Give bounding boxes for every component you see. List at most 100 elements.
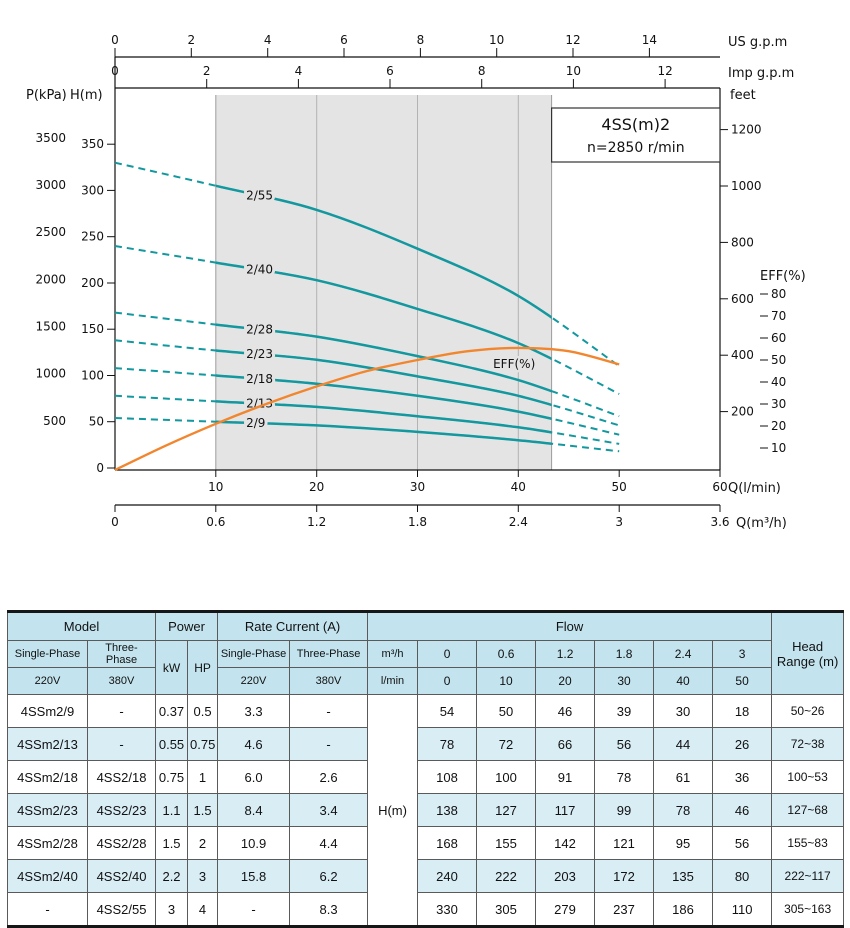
th-flow-m3h-1: 0.6: [476, 640, 537, 668]
tick-label: 3500: [35, 131, 66, 145]
tick-label: 8: [478, 64, 486, 78]
tick-label: 8: [417, 33, 425, 47]
header-row-1: Model Power Rate Current (A) Flow Head R…: [6, 611, 845, 695]
cell-model-single: 4SSm2/13: [7, 727, 88, 761]
cell-model-single: 4SSm2/23: [7, 793, 88, 827]
tick-label: 3.6: [710, 515, 729, 529]
th-flow-m3h-4: 2.4: [653, 640, 714, 668]
cell-head-3: 56: [594, 727, 655, 761]
chart-subtitle: n=2850 r/min: [587, 140, 685, 156]
cell-head-1: 100: [476, 760, 537, 794]
th-rate-current: Rate Current (A): [217, 611, 369, 641]
th-flow-lmin-1: 10: [476, 667, 537, 695]
th-single-phase-model: Single-Phase: [7, 640, 88, 668]
pressure-axis-label: P(kPa): [26, 88, 67, 103]
cell-head-range: 155~83: [771, 826, 845, 860]
cell-model-single: 4SSm2/9: [7, 694, 88, 728]
tick-label: 50: [612, 480, 627, 494]
feet-axis-label: feet: [730, 88, 756, 103]
tick-label: 10: [566, 64, 581, 78]
curve-2/28: [215, 323, 552, 393]
tick-label: 1200: [731, 123, 762, 137]
cell-head-5: 80: [712, 859, 773, 893]
spec-row-5: 4SSm2/28 4SS2/28 1.5 2 10.9 4.4 168 155 142 121 95…: [7, 826, 845, 860]
tick-label: 200: [81, 276, 104, 290]
tick-label: 2500: [35, 225, 66, 239]
tick-label: 1000: [731, 179, 762, 193]
eff-axis-label: EFF(%): [760, 269, 806, 284]
eff-curve-label: EFF(%): [493, 357, 535, 371]
cell-head-4: 95: [653, 826, 714, 860]
cell-model-three: 4SS2/55: [86, 892, 157, 927]
cell-hp: 0.5: [187, 694, 219, 728]
cell-hp: 1.5: [187, 793, 219, 827]
tick-label: 6: [340, 33, 348, 47]
tick-label: 30: [410, 480, 425, 494]
cell-hm-label: H(m): [367, 694, 419, 927]
cell-head-4: 78: [653, 793, 714, 827]
cell-head-1: 50: [476, 694, 537, 728]
tick-label: 40: [771, 375, 786, 389]
cell-head-3: 121: [594, 826, 655, 860]
th-flow-m3h-5: 3: [712, 640, 773, 668]
cell-kw: 0.55: [155, 727, 189, 761]
cell-head-range: 72~38: [771, 727, 845, 761]
cell-head-range: 100~53: [771, 760, 845, 794]
spec-row-2: 4SSm2/13-0.55 0.75 4.6-78 72 66 56 44 26 72~38: [7, 727, 845, 761]
tick-label: 10: [208, 480, 223, 494]
curve-2/18: [215, 374, 552, 420]
tick-label: 150: [81, 322, 104, 336]
th-kw: kW: [155, 640, 189, 695]
tick-label: 0: [111, 515, 119, 529]
cell-model-three: 4SS2/28: [86, 826, 157, 860]
cell-head-5: 46: [712, 793, 773, 827]
th-220v-current: 220V: [217, 667, 291, 695]
cell-model-three: 4SS2/40: [86, 859, 157, 893]
cell-head-2: 91: [535, 760, 596, 794]
tick-label: 0: [111, 64, 119, 78]
th-flow-m3h-3: 1.8: [594, 640, 655, 668]
cell-hp: 1: [187, 760, 219, 794]
th-380v-model: 380V: [86, 667, 157, 695]
curve-label-2/18: 2/18: [246, 372, 273, 386]
cell-model-single: -: [7, 892, 88, 927]
chart-title: 4SS(m)2: [601, 115, 670, 134]
cell-current-single: 8.4: [217, 793, 291, 827]
cell-head-5: 18: [712, 694, 773, 728]
tick-label: 800: [731, 235, 754, 249]
header-row-2: Single-Phase Three-Phase kW HP Single-Ph…: [7, 640, 844, 695]
cell-current-three: -: [289, 727, 369, 761]
spec-row-7: -4SS2/55 3 4-8.3 330 305 279 237 186 110 305~163: [7, 892, 845, 927]
cell-head-range: 305~163: [771, 892, 845, 927]
tick-label: 14: [642, 33, 657, 47]
cell-head-5: 56: [712, 826, 773, 860]
curve-2/9: [215, 420, 552, 445]
cell-current-single: 3.3: [217, 694, 291, 728]
cell-model-three: -: [86, 727, 157, 761]
th-model: Model: [6, 611, 157, 641]
tick-label: 200: [731, 405, 754, 419]
cell-head-5: 36: [712, 760, 773, 794]
cell-current-three: 2.6: [289, 760, 369, 794]
tick-label: 0.6: [206, 515, 225, 529]
us-gpm-axis-label: US g.p.m: [728, 35, 787, 50]
cell-head-0: 108: [417, 760, 478, 794]
th-power: Power: [155, 611, 219, 641]
cell-head-3: 39: [594, 694, 655, 728]
th-380v-current: 380V: [289, 667, 369, 695]
tick-label: 12: [565, 33, 580, 47]
curve-2/23: [215, 349, 552, 407]
cell-head-1: 127: [476, 793, 537, 827]
spec-table-body: 4SSm2/9-0.37 0.5 3.3- H(m) 54 50 46 39 30 18 50~26…: [7, 694, 845, 927]
cell-current-three: 4.4: [289, 826, 369, 860]
cell-head-1: 155: [476, 826, 537, 860]
th-flow-m3h-2: 1.2: [535, 640, 596, 668]
curve-label-2/55: 2/55: [246, 188, 273, 202]
tick-label: 80: [771, 287, 786, 301]
cell-head-4: 186: [653, 892, 714, 927]
cell-head-4: 61: [653, 760, 714, 794]
cell-head-3: 172: [594, 859, 655, 893]
spec-row-6: 4SSm2/40 4SS2/40 2.2 3 15.8 6.2 240 222 203 172 13…: [7, 859, 845, 893]
th-flow-m3h-0: 0: [417, 640, 478, 668]
pump-performance-chart-area: 0 2 4 6 8 10 12 14 US g.p.m 0 2 4 6 8 10 12 Imp g.p.m P(k…: [26, 33, 806, 531]
